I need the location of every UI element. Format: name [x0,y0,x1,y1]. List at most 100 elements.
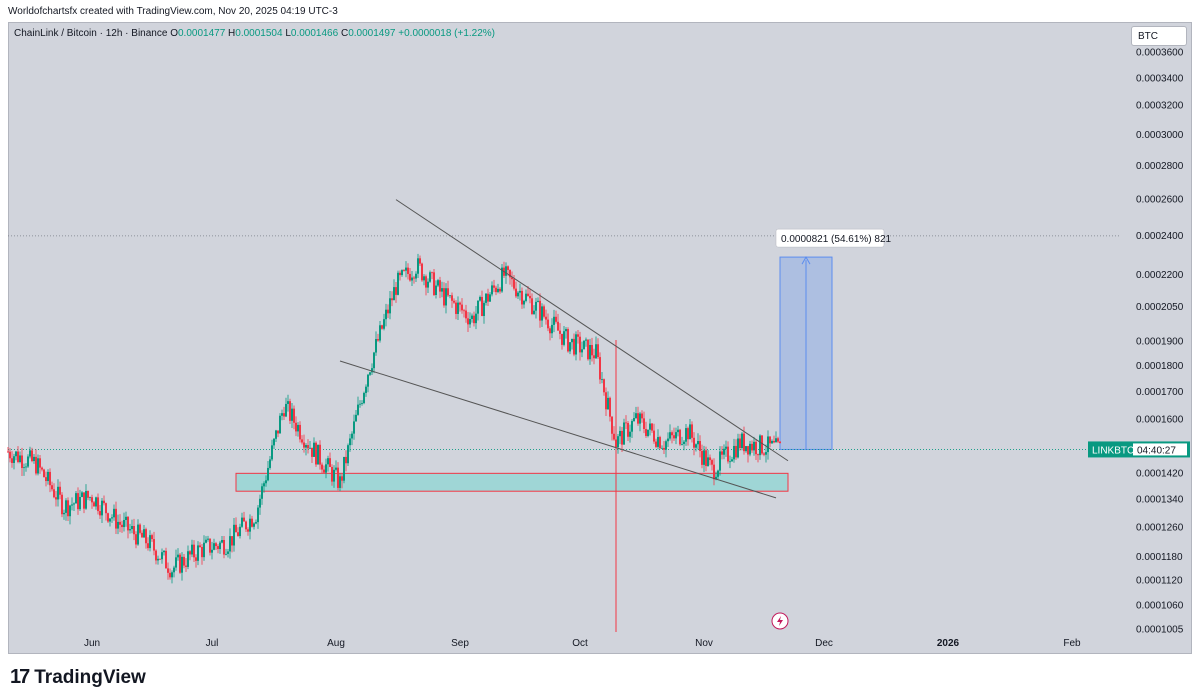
candle-body [243,517,245,522]
candle-body [275,430,277,439]
candle-body [141,532,143,538]
candle-body [315,442,317,465]
chart-legend: ChainLink / Bitcoin · 12h · Binance O0.0… [14,28,495,39]
candle-body [41,467,43,470]
candle-body [189,551,191,555]
candle-body [153,539,155,551]
tradingview-logo[interactable]: 17 TradingView [10,666,146,689]
candle-body [633,418,635,422]
candle-body [511,277,513,280]
candle-body [11,458,13,463]
candle-body [487,293,489,302]
candle-body [491,285,493,295]
candle-body [531,298,533,315]
candle-body [573,338,575,355]
candle-body [769,436,771,444]
y-tick-label: 0.0002400 [1136,231,1184,242]
candle-body [609,397,611,417]
candle-body [321,464,323,470]
candle-body [351,433,353,439]
candle-body [471,315,473,319]
candle-body [389,298,391,314]
candle-body [397,272,399,295]
candle-body [759,435,761,456]
y-tick-label: 0.0001060 [1136,601,1184,612]
candle-body [409,273,411,281]
candle-body [615,439,617,448]
candle-body [255,522,257,524]
candle-body [399,272,401,276]
candle-body [119,521,121,525]
candle-body [81,492,83,497]
candle-body [47,471,49,482]
candle-body [161,552,163,560]
candle-body [677,429,679,433]
candle-body [327,458,329,465]
candle-body [393,287,395,301]
projection-label-box [775,228,885,248]
candle-body [341,476,343,481]
candle-body [273,438,275,446]
y-tick-label: 0.0002600 [1136,195,1184,206]
candle-body [25,466,27,468]
candle-body [173,567,175,573]
candle-body [345,456,347,464]
candle-body [109,518,111,522]
candle-body [339,476,341,488]
projection-arrow-head [801,256,811,265]
candle-body [523,300,525,305]
x-tick-label: Oct [572,638,588,649]
candle-body [709,457,711,461]
support-zone[interactable] [235,472,789,492]
candle-body [721,451,723,455]
candle-body [499,288,501,292]
candle-body [495,287,497,293]
candle-body [467,318,469,325]
candle-body [675,432,677,439]
candle-body [213,543,215,550]
candle-body [199,545,201,548]
candle-body [683,441,685,444]
upper-trendline[interactable] [395,199,789,462]
candle-body [779,441,781,444]
legend-l-label: L [285,28,291,39]
candle-body [299,424,301,440]
top-bar: Worldofchartsfx created with TradingView… [0,0,1200,22]
candle-body [547,319,549,329]
candle-body [753,441,755,451]
candle-body [475,313,477,324]
candle-body [193,544,195,558]
y-tick-label: 0.0003000 [1136,130,1184,141]
candle-body [725,446,727,449]
candle-body [107,513,109,522]
candle-body [209,538,211,553]
legend-symbol: ChainLink / Bitcoin · 12h · Binance [14,28,168,39]
currency-badge[interactable]: BTC [1131,26,1187,46]
candle-body [695,444,697,448]
candle-body [699,441,701,451]
candle-body [723,448,725,455]
candle-body [261,486,263,499]
candle-body [269,459,271,468]
candle-body [669,432,671,439]
candle-body [551,324,553,334]
candle-body [295,422,297,432]
candle-body [571,338,573,343]
candle-body [195,557,197,561]
candle-body [527,293,529,296]
candle-body [309,447,311,449]
candle-body [733,445,735,460]
candle-body [353,421,355,434]
candle-body [425,276,427,288]
candle-body [71,504,73,506]
candle-body [237,532,239,537]
candle-body [651,423,653,431]
candle-body [157,558,159,561]
chart-area[interactable] [8,22,1192,654]
candle-body [239,526,241,537]
candle-body [635,413,637,419]
candle-body [133,526,135,535]
candle-body [387,309,389,314]
lower-trendline[interactable] [339,360,777,499]
